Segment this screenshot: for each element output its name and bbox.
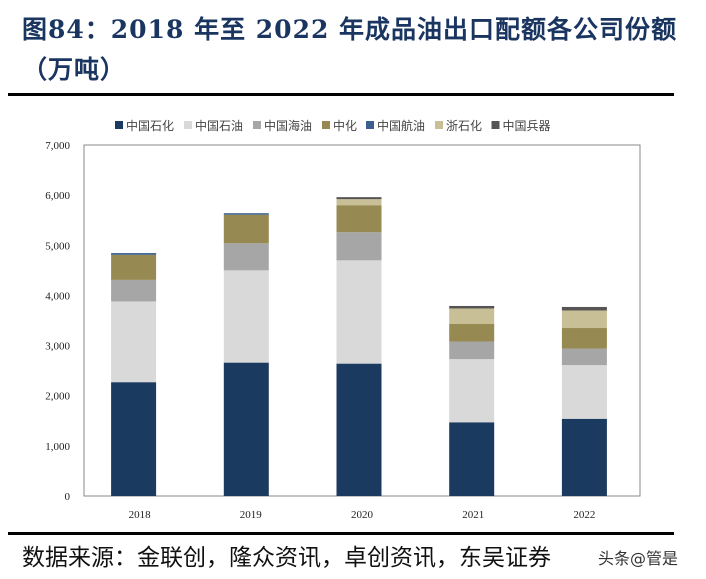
bar-segment	[223, 243, 269, 271]
bar-segment	[561, 306, 607, 311]
x-tick-label: 2019	[240, 509, 263, 520]
bar-segment	[336, 363, 382, 496]
x-tick-label: 2018	[129, 509, 152, 520]
bar-segment	[561, 365, 607, 419]
bar-segment	[449, 341, 495, 360]
bar-segment	[449, 305, 495, 309]
legend-swatch	[491, 121, 500, 129]
bar-segment	[336, 260, 382, 364]
bar-segment	[561, 310, 607, 329]
stacked-bar-chart: 中国石化 中国石油 中国海油 中化 中国航油 浙石化 中国兵器 0 1,000 2,000 3,0…	[45, 118, 641, 520]
legend-swatch	[435, 121, 443, 129]
legend-label: 中国石油	[195, 118, 243, 133]
bar-segment	[561, 328, 607, 349]
bar-segment	[223, 214, 269, 244]
legend-swatch	[253, 121, 261, 129]
y-tick-label: 3,000	[45, 341, 70, 353]
y-tick-label: 1,000	[45, 441, 70, 453]
bar-segment	[223, 362, 269, 496]
bar-segment	[111, 254, 157, 280]
legend-label: 中国兵器	[503, 118, 551, 133]
bottom-rule	[8, 532, 674, 535]
bar-segment	[336, 205, 382, 233]
y-tick-label: 4,000	[45, 290, 70, 302]
y-tick-label: 2,000	[45, 391, 70, 403]
legend: 中国石化 中国石油 中国海油 中化 中国航油 浙石化 中国兵器	[115, 118, 551, 133]
bar-segment	[111, 253, 157, 255]
bar-segment	[111, 301, 157, 383]
legend-swatch	[184, 121, 192, 129]
bar-segment	[111, 279, 157, 302]
bar-segment	[561, 348, 607, 366]
legend-label: 中国海油	[264, 118, 312, 133]
x-axis: 2018 2019 2020 2021 2022	[129, 509, 596, 520]
legend-label: 中国石化	[126, 118, 174, 133]
chart-title: 图84：2018 年至 2022 年成品油出口配额各公司份额（万吨）	[22, 15, 678, 84]
x-tick-label: 2020	[351, 509, 374, 520]
bar-segment	[449, 308, 495, 325]
bar-segment	[336, 197, 382, 200]
bar-segment	[449, 324, 495, 342]
y-axis: 0 1,000 2,000 3,000 4,000 5,000 6,000 7,000	[45, 140, 70, 503]
bar-segment	[111, 382, 157, 496]
bars	[111, 197, 607, 496]
legend-label: 浙石化	[446, 119, 482, 133]
legend-label: 中化	[333, 118, 357, 133]
x-tick-label: 2022	[573, 509, 595, 520]
watermark: 头条@管是	[598, 549, 679, 568]
y-tick-label: 7,000	[45, 140, 70, 152]
source-note: 数据来源：金联创，隆众资讯，卓创资讯，东吴证券	[22, 545, 551, 571]
legend-swatch	[115, 121, 123, 129]
legend-label: 中国航油	[377, 118, 425, 133]
y-tick-label: 0	[65, 491, 71, 503]
bar-segment	[336, 232, 382, 261]
y-tick-label: 5,000	[45, 240, 70, 252]
top-rule	[8, 93, 674, 96]
bar-segment	[449, 422, 495, 496]
legend-swatch	[366, 121, 374, 129]
x-tick-label: 2021	[462, 509, 484, 520]
bar-segment	[561, 418, 607, 496]
bar-segment	[449, 359, 495, 423]
legend-swatch	[322, 121, 330, 129]
bar-segment	[223, 270, 269, 363]
y-tick-label: 6,000	[45, 190, 70, 202]
bar-segment	[336, 199, 382, 206]
bar-segment	[223, 213, 269, 215]
